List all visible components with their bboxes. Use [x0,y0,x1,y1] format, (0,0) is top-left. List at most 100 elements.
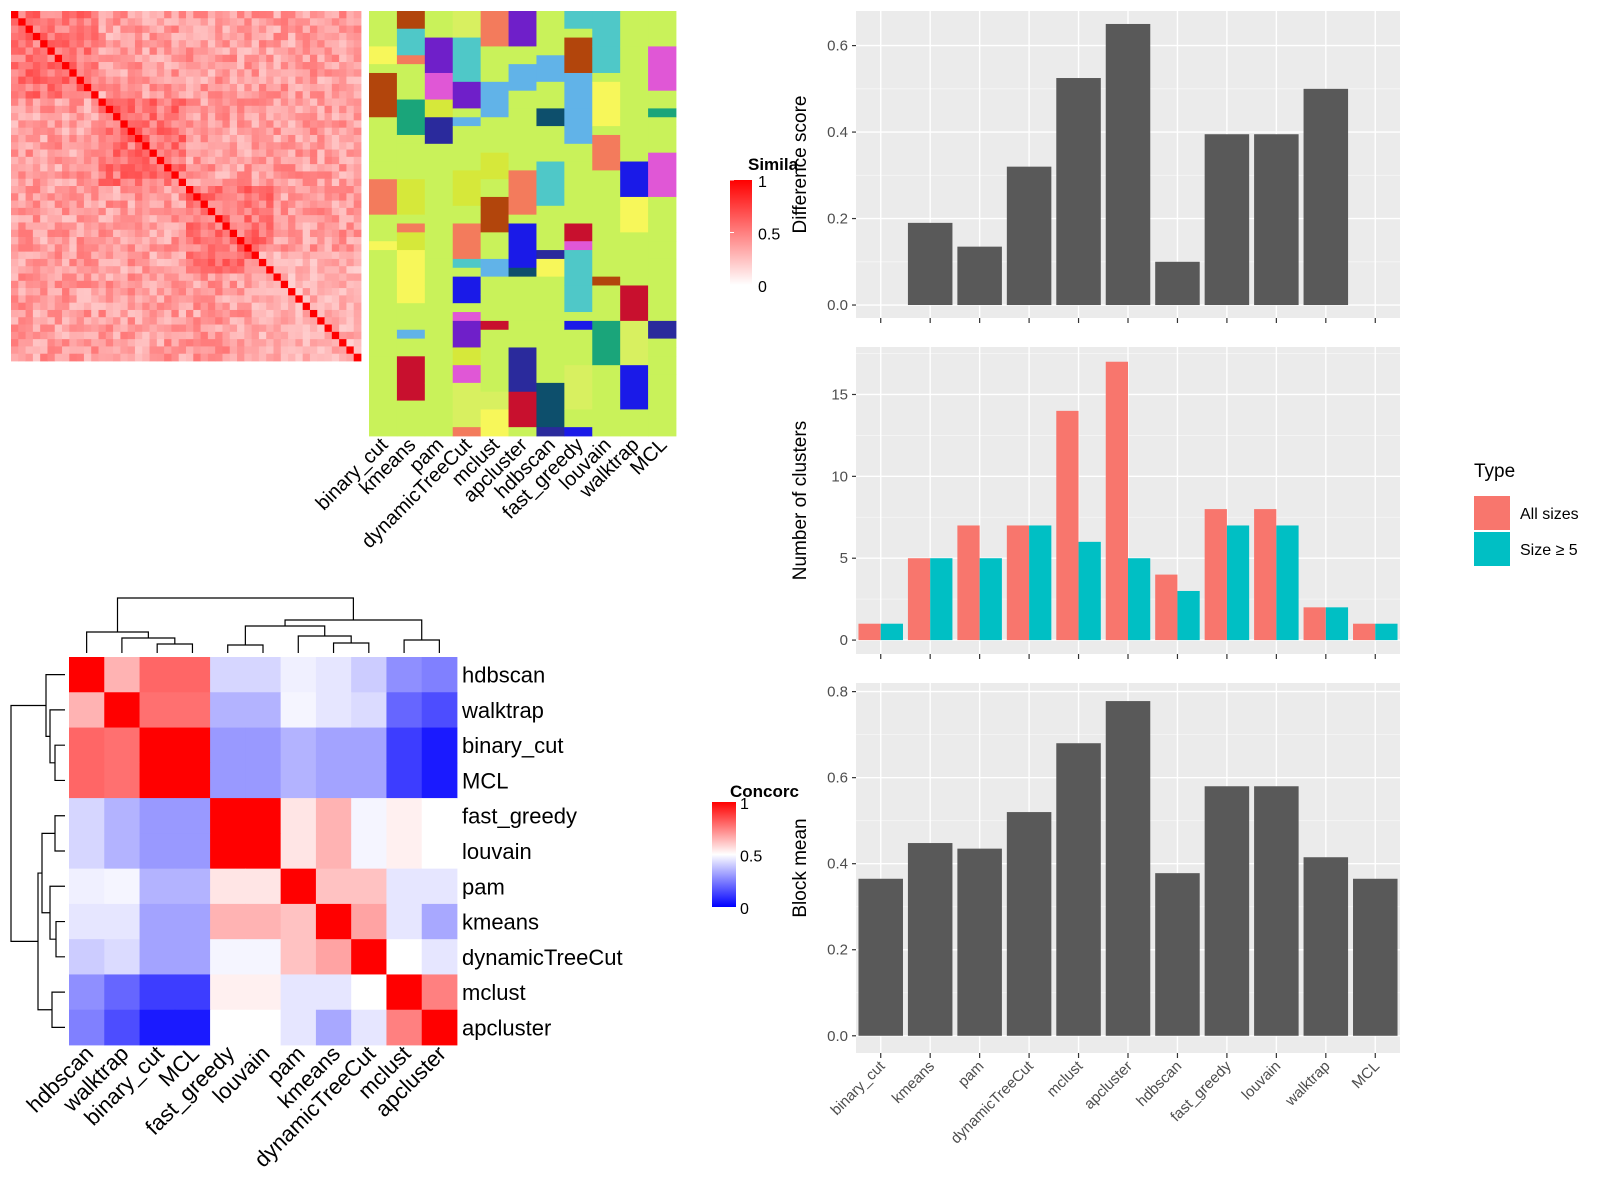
similarity-cell [266,309,274,318]
similarity-cell [193,18,201,26]
similarity-cell [207,149,216,158]
similarity-cell [309,229,318,238]
similarity-cell [273,178,282,187]
similarity-cell [40,164,48,172]
similarity-cell [25,98,34,107]
similarity-cell [120,331,129,340]
similarity-cell [186,142,194,150]
similarity-cell [251,62,260,70]
similarity-cell [134,346,143,355]
similarity-cell [200,164,209,172]
similarity-cell [91,288,99,296]
similarity-cell [54,353,63,362]
cluster-assignment-heatmap [369,11,677,437]
similarity-cell [295,164,304,172]
concordance-legend-title: Concorc [730,782,799,801]
assignment-cell [620,161,649,198]
similarity-cell [346,113,355,121]
similarity-cell [142,266,150,274]
similarity-cell [346,288,355,296]
similarity-cell [339,317,347,325]
similarity-cell [207,324,216,333]
similarity-cell [83,302,92,311]
similarity-cell [288,339,296,347]
similarity-cell [229,186,238,194]
similarity-cell [186,237,194,245]
similarity-cell [127,40,136,48]
similarity-cell [11,200,19,209]
similarity-cell [200,229,209,238]
concordance-cell [104,798,140,834]
similarity-cell [25,215,34,223]
similarity-cell [164,142,172,150]
similarity-cell [76,339,85,347]
similarity-cell [127,331,136,340]
similarity-cell [149,69,158,78]
similarity-cell [266,105,274,114]
similarity-cell [98,156,107,165]
similarity-cell [339,164,347,172]
similarity-cell [324,156,333,165]
similarity-cell [149,215,158,223]
assignment-cell [369,214,398,242]
assignment-cell [536,382,565,428]
concordance-legend: Concorc 10.50 [712,782,799,918]
similarity-cell [331,113,340,121]
similarity-cell [149,76,158,85]
similarity-cell [149,266,158,274]
assignment-cell [396,11,426,30]
similarity-cell [32,309,41,318]
similarity-cell [40,258,48,267]
similarity-cell [258,149,267,158]
similarity-cell [288,113,296,121]
assignment-cell [480,232,509,260]
similarity-cell [237,237,245,245]
similarity-cell [280,32,289,41]
assignment-cell [592,126,621,136]
assignment-cell [508,108,537,136]
similarity-cell [76,258,85,267]
similarity-cell [200,324,209,333]
similarity-cell [149,83,158,92]
similarity-cell [309,178,318,187]
similarity-cell [309,164,318,172]
similarity-cell [193,317,201,325]
similarity-cell [193,346,201,355]
similarity-cell [164,120,172,129]
similarity-cell [288,98,296,107]
similarity-cell [127,18,136,26]
similarity-cell [207,258,216,267]
similarity-cell [91,47,99,56]
similarity-cell [105,237,114,245]
similarity-cell [156,309,165,318]
similarity-cell [295,229,304,238]
concordance-cell [245,798,282,834]
similarity-cell [134,215,143,223]
similarity-cell [83,11,92,19]
similarity-cell [288,193,296,201]
similarity-cell [244,215,253,223]
similarity-cell [32,178,41,187]
similarity-cell [18,25,26,34]
similarity-cell [339,62,347,70]
similarity-cell [331,32,340,41]
similarity-cell [353,258,362,267]
similarity-cell [280,18,289,26]
similarity-cell [54,302,63,311]
concordance-row-label: hdbscan [462,663,545,688]
similarity-cell [178,178,187,187]
similarity-cell [273,258,282,267]
similarity-cell [309,273,318,282]
similarity-cell [186,105,194,114]
assignment-cell [396,329,426,339]
similarity-cell [62,295,70,304]
similarity-cell [258,222,267,231]
similarity-cell [62,18,70,26]
similarity-cell [309,186,318,194]
similarity-cell [171,32,180,41]
similarity-cell [164,32,172,41]
similarity-cell [134,105,143,114]
assignment-cell [369,161,398,180]
similarity-cell [266,207,274,216]
